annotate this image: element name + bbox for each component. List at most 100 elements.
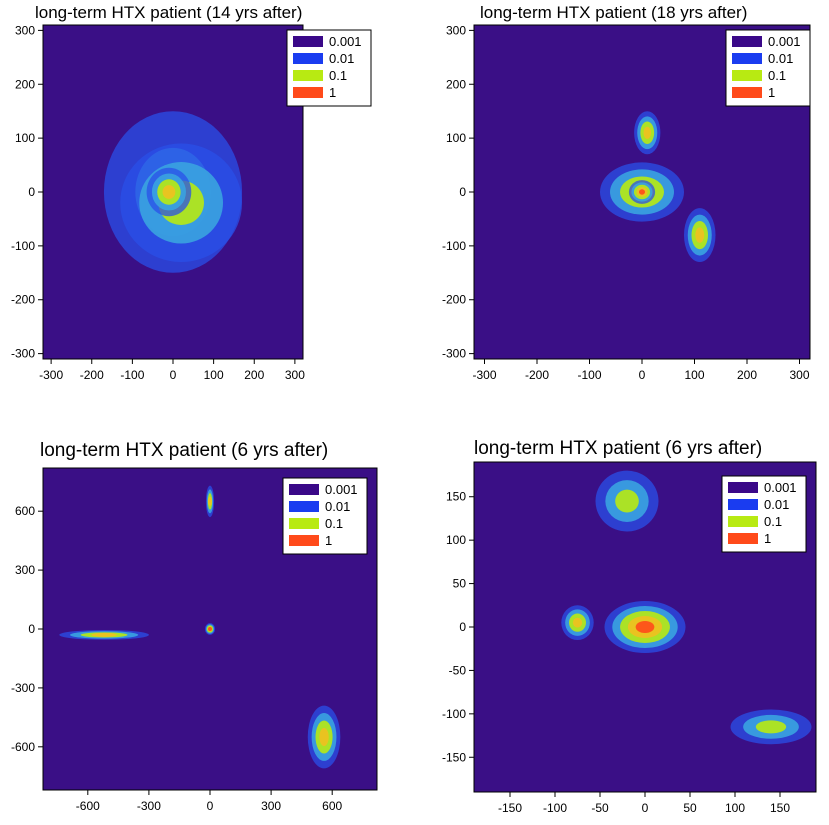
density-cluster-3: [59, 629, 149, 640]
legend-label: 1: [768, 85, 775, 100]
legend-swatch: [732, 87, 762, 98]
y-tick-label: -150: [442, 750, 466, 764]
chart-title: long-term HTX patient (6 yrs after): [474, 438, 762, 459]
density-field: [103, 111, 243, 273]
density-field: [600, 111, 716, 263]
legend-label: 0.001: [764, 480, 797, 495]
density-field: [561, 470, 812, 745]
legend-swatch: [293, 87, 323, 98]
x-tick-label: 300: [261, 799, 281, 813]
legend-label: 1: [329, 85, 336, 100]
legend-swatch: [728, 516, 758, 527]
y-tick-label: 300: [15, 23, 35, 37]
x-tick-label: 0: [170, 368, 177, 382]
chart-title: long-term HTX patient (18 yrs after): [480, 3, 747, 22]
x-tick-label: 200: [737, 368, 757, 382]
legend-swatch: [293, 70, 323, 81]
density-cluster-3: [634, 111, 661, 155]
x-tick-label: -100: [543, 801, 567, 815]
x-tick-label: -100: [120, 368, 144, 382]
y-tick-label: -300: [442, 347, 466, 361]
y-tick-label: -200: [11, 293, 35, 307]
x-tick-label: -150: [498, 801, 522, 815]
legend-swatch: [293, 53, 323, 64]
legend-swatch: [728, 533, 758, 544]
density-cluster-1: [204, 623, 216, 635]
legend-swatch: [289, 501, 319, 512]
density-contour-4: [91, 632, 117, 637]
y-tick-label: -200: [442, 293, 466, 307]
legend-label: 0.1: [764, 514, 782, 529]
density-contour-4: [643, 126, 651, 139]
legend-swatch: [289, 484, 319, 495]
x-tick-label: 0: [207, 799, 214, 813]
density-contour-5: [638, 189, 646, 195]
y-tick-label: -100: [442, 707, 466, 721]
density-contour-5: [635, 620, 655, 634]
y-tick-label: -300: [11, 681, 35, 695]
y-tick-label: 0: [459, 185, 466, 199]
x-tick-label: -200: [80, 368, 104, 382]
density-field: [59, 485, 341, 769]
x-tick-label: 100: [684, 368, 704, 382]
legend-label: 0.1: [325, 516, 343, 531]
legend-label: 0.1: [329, 68, 347, 83]
legend-swatch: [728, 482, 758, 493]
legend-label: 0.1: [768, 68, 786, 83]
density-contour-4: [319, 728, 329, 746]
y-tick-label: 200: [15, 77, 35, 91]
y-tick-label: -300: [11, 347, 35, 361]
density-cluster-4: [595, 470, 659, 532]
y-tick-label: -600: [11, 740, 35, 754]
panel-2: long-term HTX patient (18 yrs after) -300…: [442, 3, 811, 382]
y-tick-label: 0: [28, 622, 35, 636]
x-tick-label: -200: [525, 368, 549, 382]
legend-label: 0.01: [325, 499, 350, 514]
x-tick-label: -100: [577, 368, 601, 382]
legend-swatch: [293, 36, 323, 47]
legend-label: 0.001: [329, 34, 362, 49]
legend-swatch: [289, 518, 319, 529]
density-contour-3: [615, 489, 639, 513]
legend: 0.001 0.01 0.1 1: [721, 475, 807, 553]
y-tick-label: -50: [449, 663, 467, 677]
x-tick-label: 0: [642, 801, 649, 815]
density-contour-4: [695, 227, 705, 243]
y-tick-label: 0: [459, 620, 466, 634]
density-cluster-1: [604, 600, 686, 654]
density-cluster-4: [307, 705, 341, 769]
density-cluster-2: [205, 485, 215, 518]
legend-label: 1: [325, 533, 332, 548]
legend-label: 0.01: [764, 497, 789, 512]
legend-swatch: [728, 499, 758, 510]
y-tick-label: 0: [28, 185, 35, 199]
panel-1: long-term HTX patient (14 yrs after) -300…: [11, 3, 372, 382]
x-tick-label: 150: [770, 801, 790, 815]
x-tick-label: 600: [322, 799, 342, 813]
x-tick-label: -50: [591, 801, 609, 815]
x-tick-label: -600: [76, 799, 100, 813]
density-cluster-2: [561, 605, 594, 641]
legend-swatch: [289, 535, 319, 546]
legend: 0.001 0.01 0.1 1: [286, 29, 372, 107]
legend: 0.001 0.01 0.1 1: [725, 29, 811, 107]
y-tick-label: 100: [446, 131, 466, 145]
legend-label: 0.01: [329, 51, 354, 66]
y-tick-label: 150: [446, 490, 466, 504]
density-cluster-2: [628, 180, 656, 204]
x-tick-label: -300: [39, 368, 63, 382]
x-tick-label: 0: [639, 368, 646, 382]
y-tick-label: 100: [446, 533, 466, 547]
y-tick-label: 100: [15, 131, 35, 145]
chart-title: long-term HTX patient (6 yrs after): [40, 440, 328, 461]
legend-swatch: [732, 70, 762, 81]
x-tick-label: 100: [204, 368, 224, 382]
legend-label: 1: [764, 531, 771, 546]
density-cluster-3: [730, 709, 812, 745]
density-contour-4: [208, 496, 212, 506]
panel-3: long-term HTX patient (6 yrs after) -600 -…: [11, 440, 378, 813]
density-cluster-4: [684, 208, 716, 263]
x-tick-label: 300: [285, 368, 305, 382]
panel-4: long-term HTX patient (6 yrs after) -150 -…: [442, 438, 817, 815]
